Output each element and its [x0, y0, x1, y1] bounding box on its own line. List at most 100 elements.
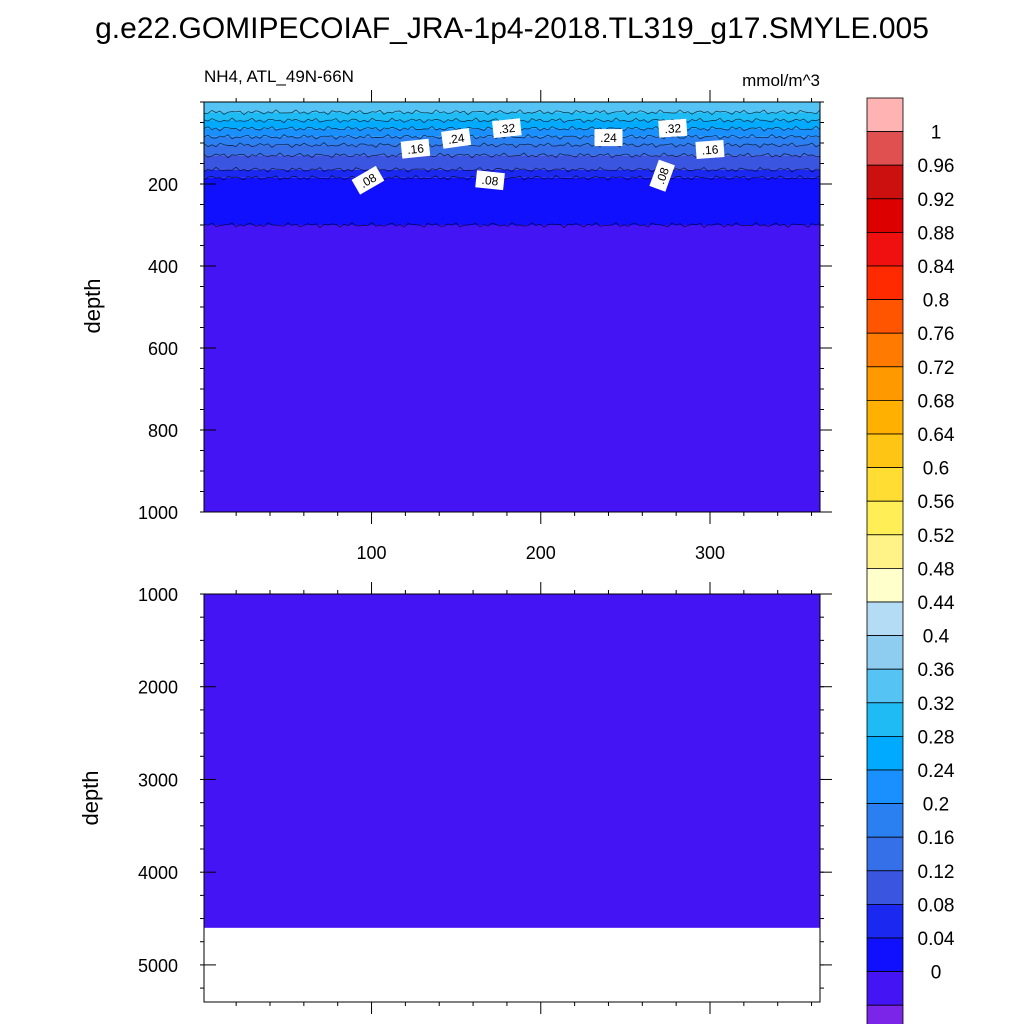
y-tick-label: 800	[148, 421, 178, 441]
contour-band	[204, 169, 820, 178]
colorbar-label: 0.16	[918, 828, 955, 849]
y-tick-label: 400	[148, 257, 178, 277]
contour-label-text: .08	[653, 165, 672, 186]
colorbar-label: 0.32	[918, 694, 955, 715]
contour-label-text: .16	[701, 142, 719, 157]
contour-line	[203, 109, 821, 116]
colorbar-swatch	[866, 500, 904, 536]
colorbar-swatch	[866, 870, 904, 905]
colorbar-label: 0.12	[918, 862, 955, 883]
colorbar-label: 0.64	[918, 425, 955, 446]
contour-line	[203, 174, 821, 181]
colorbar-swatch	[866, 97, 904, 132]
contour-line	[203, 117, 821, 124]
lower-y-axis-label: depth	[78, 770, 103, 825]
contour-label: .32	[492, 118, 522, 139]
colorbar-swatch	[866, 198, 904, 233]
colorbar-label: 0.72	[918, 358, 955, 379]
units-label: mmol/m^3	[742, 71, 820, 90]
colorbar-swatch	[866, 971, 904, 1006]
y-tick-label: 1000	[138, 503, 178, 523]
contour-label-text: .16	[406, 141, 424, 157]
upper-panel: 200 400 600 800 1000 100 200 300 .32 .32 .24 .24 .16…	[138, 90, 832, 563]
colorbar-swatch	[866, 568, 904, 603]
contour-label-box	[658, 118, 688, 138]
colorbar-swatch	[866, 366, 904, 401]
y-tick-label: 4000	[138, 863, 178, 883]
contour-label-box	[475, 170, 505, 191]
contour-label: .08	[649, 159, 675, 192]
colorbar-label: 0.84	[918, 257, 955, 278]
colorbar-swatch	[866, 937, 904, 972]
y-tick-label: 2000	[138, 678, 178, 698]
colorbar-swatch	[866, 433, 904, 468]
colorbar-label: 0.68	[918, 391, 955, 412]
contour-band	[204, 145, 820, 156]
colorbar-label: 0.04	[918, 929, 955, 950]
contour-label-box	[649, 159, 675, 192]
colorbar-swatch	[866, 534, 904, 569]
x-tick-label: 100	[357, 543, 387, 563]
contour-label-box	[594, 129, 623, 147]
contour-band	[204, 225, 820, 512]
upper-y-axis-label: depth	[80, 278, 105, 333]
contour-label-text: .32	[664, 121, 682, 136]
colorbar-label: 0.44	[918, 593, 955, 614]
panel-frame	[203, 593, 821, 1003]
contour-line	[203, 222, 821, 228]
x-tick-label: 300	[695, 543, 725, 563]
contour-label-box	[351, 165, 385, 195]
contour-label-text: .24	[600, 131, 617, 145]
colorbar-label: 1	[931, 123, 942, 144]
y-tick-label: 3000	[138, 770, 178, 790]
colorbar-swatch	[866, 702, 904, 737]
colorbar-swatch	[866, 467, 904, 502]
colorbar-swatch	[866, 299, 904, 334]
colorbar-label: 0.36	[918, 660, 955, 681]
colorbar-label: 0.92	[918, 190, 955, 211]
contour-label: .08	[475, 170, 505, 191]
contour-band	[204, 112, 820, 121]
contour-label-text: .08	[481, 173, 499, 189]
x-tick-label: 200	[526, 543, 556, 563]
colorbar-label: 0.76	[918, 324, 955, 345]
colorbar-label: 0.56	[918, 492, 955, 513]
colorbar-label: 0.88	[918, 223, 955, 244]
colorbar-swatch	[866, 668, 904, 704]
contour-band	[204, 155, 820, 170]
contour-label: .24	[594, 129, 623, 147]
contour-label-box	[695, 140, 725, 159]
colorbar-label: 0.52	[918, 526, 955, 547]
contour-band	[204, 102, 820, 113]
contour-band	[204, 136, 820, 146]
contour-band	[204, 177, 820, 225]
contour-label: .32	[658, 118, 688, 138]
colorbar-swatch	[866, 231, 904, 267]
colorbar-label: 0.24	[918, 761, 955, 782]
colorbar-swatch	[866, 1004, 904, 1024]
contour-label-box	[400, 138, 431, 159]
y-tick-label: 5000	[138, 956, 178, 976]
y-tick-label: 1000	[138, 585, 178, 605]
lower-panel: 1000 2000 3000 4000 5000	[138, 582, 832, 1014]
contour-label-box	[441, 128, 472, 149]
contour-label-box	[492, 118, 522, 139]
y-tick-label: 200	[148, 175, 178, 195]
colorbar-swatch	[866, 803, 904, 838]
contour-label-text: .32	[498, 121, 516, 137]
colorbar: 1 0.96 0.92 0.88 0.84 0.8 0.76 0.72 0.68 0.64 0.6 0…	[866, 97, 955, 1024]
panel-subtitle: NH4, ATL_49N-66N	[204, 67, 354, 86]
colorbar-swatch	[866, 904, 904, 939]
colorbar-label: 0.8	[923, 291, 949, 312]
contour-label: .24	[441, 128, 472, 149]
colorbar-swatch	[866, 736, 904, 771]
colorbar-swatch	[866, 332, 904, 368]
colorbar-swatch	[866, 635, 904, 670]
figure-title: g.e22.GOMIPECOIAF_JRA-1p4-2018.TL319_g17…	[95, 12, 929, 45]
colorbar-swatch	[866, 601, 904, 636]
colorbar-label: 0.96	[918, 156, 955, 177]
colorbar-swatch	[866, 265, 904, 300]
contour-label: .16	[400, 138, 431, 159]
colorbar-swatch	[866, 164, 904, 200]
